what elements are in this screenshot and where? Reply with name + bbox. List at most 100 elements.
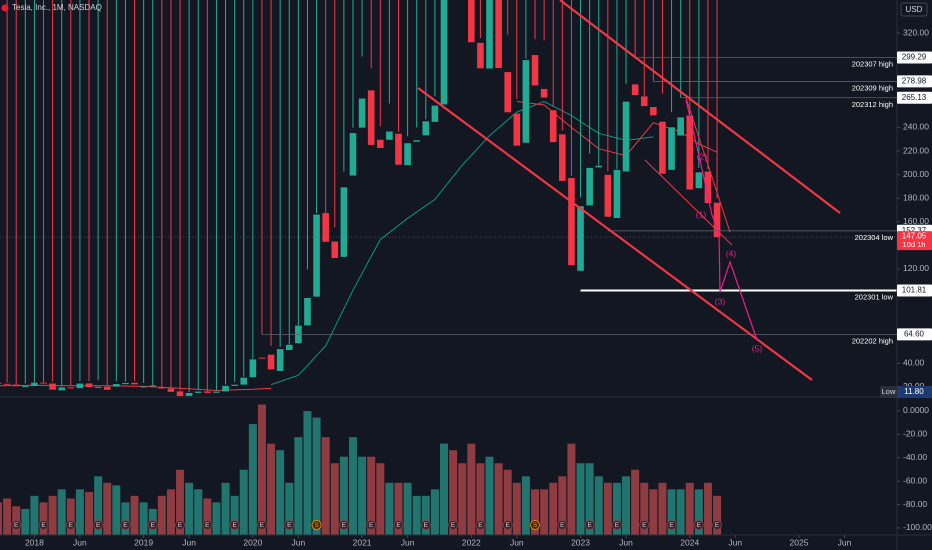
currency-box (900, 2, 928, 17)
event-marker (475, 520, 486, 530)
candle-body (577, 206, 584, 271)
volume-bar (485, 456, 494, 535)
x-tick-label: 2023 (571, 537, 590, 547)
candle-body (149, 385, 157, 387)
candle-body (349, 133, 357, 176)
candle-body (422, 121, 430, 136)
volume-bar (503, 469, 512, 535)
event-label: E (697, 522, 702, 529)
wave-label: (5) (752, 343, 763, 353)
event-label: E (205, 522, 210, 529)
event-label: E (123, 522, 128, 529)
event-label: E (451, 522, 456, 529)
candle-body (340, 187, 348, 257)
overlay: 320.00 240.00 220.00 200.00 180.00 160.00 120.… (11, 27, 932, 547)
event-marker (147, 520, 158, 530)
candle-body (431, 105, 439, 122)
candle-body (185, 392, 193, 396)
volume-bar (713, 495, 722, 535)
x-tick-label: Jun (510, 537, 524, 547)
candle-body (276, 349, 284, 371)
y-tick-label: 120.00 (903, 263, 929, 273)
volume-bar (294, 437, 303, 535)
y-tick-label: 200.00 (903, 169, 929, 179)
volume-bar (567, 443, 576, 535)
volume-bar (285, 482, 294, 535)
event-label: E (615, 522, 620, 529)
volume-bar (676, 489, 685, 535)
volume-bar (576, 463, 585, 535)
volume-bar (649, 489, 658, 535)
volume-bar (394, 482, 403, 535)
channel-lower (417, 87, 813, 381)
price-tag-label: 101.81 (902, 286, 927, 295)
indicator-tick-label: -100.00 (903, 522, 932, 532)
volume-bar (667, 489, 676, 535)
candle-body (686, 115, 694, 190)
candle-body (695, 172, 703, 189)
event-label: S (314, 522, 319, 529)
volume-bar (257, 404, 266, 535)
volume-bar (176, 469, 185, 535)
level-label: 202301 low (855, 292, 894, 301)
volume-bar (549, 482, 558, 535)
candle-body (285, 344, 293, 351)
candle-body (595, 165, 603, 168)
drawings: (1) (2) (3) (4) (5) (417, 0, 841, 381)
event-label: E (260, 522, 265, 529)
candle-body (331, 241, 339, 259)
x-tick-label: Jun (292, 537, 306, 547)
x-tick-label: 2020 (243, 537, 262, 547)
last-price-label: 147.05 (902, 232, 927, 241)
candle-body (131, 382, 138, 385)
volume-bar (166, 489, 175, 535)
candle-body (194, 391, 202, 393)
volume-bar (103, 482, 112, 535)
candle-body (304, 298, 311, 326)
volume-pane (0, 404, 722, 535)
volume-bar (30, 495, 39, 535)
volume-bar (585, 463, 594, 535)
candle-body (568, 178, 575, 266)
price-tag (897, 91, 932, 104)
candle-body (713, 202, 721, 238)
candle-body (586, 167, 593, 206)
volume-bar (312, 417, 321, 535)
price-tag-label: 64.60 (904, 329, 925, 338)
volume-bar (603, 482, 612, 535)
volume-bar (449, 450, 458, 535)
event-label: E (560, 522, 565, 529)
event-marker (284, 520, 295, 530)
volume-bar (521, 476, 530, 535)
candle-body (258, 357, 266, 359)
candle-body (76, 383, 84, 389)
x-tick-label: Jun (728, 537, 742, 547)
event-label: E (151, 522, 156, 529)
candle-body (49, 383, 56, 390)
x-tick-label: Jun (401, 537, 415, 547)
x-tick-label: 2018 (25, 537, 44, 547)
candle-body (176, 391, 184, 397)
wave-label: (1) (696, 209, 707, 219)
event-marker (65, 520, 76, 530)
volume-bar (467, 443, 476, 535)
candle-body (158, 387, 166, 389)
event-marker (11, 520, 22, 530)
volume-bar (303, 411, 312, 535)
volume-bar (421, 495, 430, 535)
x-tick-label: Jun (182, 537, 196, 547)
event-marker (612, 520, 622, 530)
event-marker (120, 520, 131, 530)
price-tag (897, 51, 932, 64)
volume-bar (339, 456, 348, 535)
y-tick-label: 240.00 (903, 122, 929, 132)
chart-title: Tesla, Inc., 1M, NASDAQ (12, 3, 102, 12)
volume-bar (276, 450, 285, 535)
candle-body (204, 391, 211, 393)
candle-body (549, 110, 557, 143)
candle-body (668, 127, 675, 170)
candle-body (677, 117, 684, 136)
candle-body (622, 101, 630, 172)
candle-body (613, 170, 621, 219)
